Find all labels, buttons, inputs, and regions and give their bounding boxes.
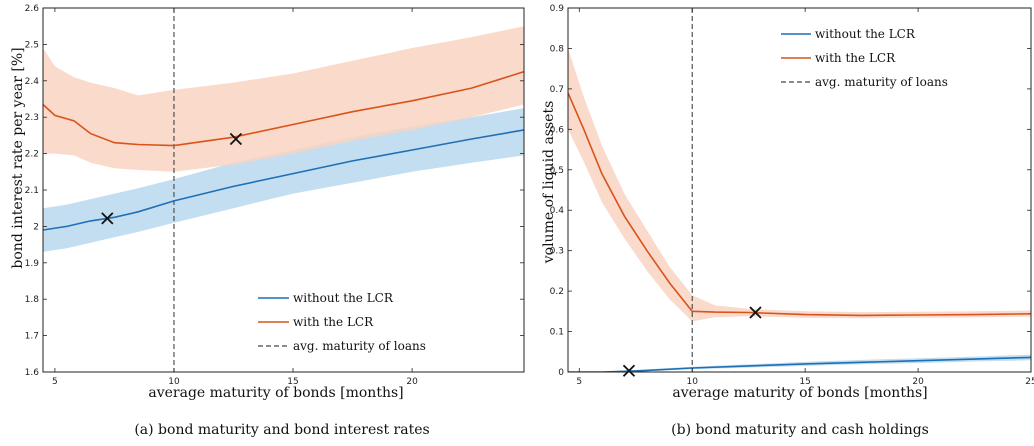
panel-a-xlabel: average maturity of bonds [months] — [148, 385, 403, 401]
panel-b-caption: (b) bond maturity and cash holdings — [671, 422, 929, 438]
panel-a-ytick-label: 1.7 — [25, 332, 39, 342]
panel-b-xtick-label: 25 — [1025, 377, 1034, 387]
panel-b: 5 10 15 20 25 0 0.1 0.2 0.3 0.4 0.5 0.6 0.7 0.8 0.9 vo… — [541, 4, 1034, 438]
panel-b-xtick-label: 10 — [686, 377, 698, 387]
panel-a-axes-box — [42, 7, 525, 373]
panel-a-ytick-label: 2 — [33, 222, 39, 232]
panel-a-legend-label-without: without the LCR — [293, 291, 394, 305]
panel-a-legend-label-vline: avg. maturity of loans — [293, 339, 426, 353]
panel-b-series-group — [568, 8, 1031, 372]
panel-b-plot-area — [568, 8, 1031, 377]
panel-b-legend-label-without: without the LCR — [815, 27, 916, 41]
panel-b-ytick-label: 0.1 — [550, 328, 564, 338]
panel-a-band-without — [43, 108, 524, 252]
panel-b-ytick-label: 0.8 — [550, 44, 565, 54]
panel-a-series-group — [43, 8, 524, 372]
panel-b-ticks: 5 10 15 20 25 0 0.1 0.2 0.3 0.4 0.5 0.6 0.7 0.8 0.9 — [550, 4, 1034, 387]
panel-b-xtick-label: 20 — [912, 377, 924, 387]
panel-b-marker-without — [622, 364, 636, 377]
panel-a-legend-box — [252, 286, 494, 354]
panel-b-line-with — [568, 92, 1031, 317]
panel-a-ticks: 5 10 15 20 1.6 1.7 1.8 1.9 2 2.1 2.2 2.3 2.4 2.5 2.6 — [25, 4, 524, 387]
panel-a-ytick-label: 1.9 — [25, 259, 40, 269]
panel-a-caption: (a) bond maturity and bond interest rate… — [134, 422, 429, 438]
panel-a-ytick-label: 1.6 — [25, 368, 40, 378]
panel-b-ytick-label: 0.9 — [550, 4, 565, 14]
panel-a-marker-without — [101, 212, 114, 225]
panel-b-legend: without the LCR with the LCR avg. maturi… — [776, 20, 1026, 90]
panel-b-ylabel: volume of liquid assets — [541, 101, 557, 265]
panel-a-ytick-label: 2.5 — [25, 40, 39, 50]
panel-a-xtick-label: 10 — [168, 377, 180, 387]
panel-a-legend: without the LCR with the LCR avg. maturi… — [252, 286, 494, 354]
panel-b-legend-label-with: with the LCR — [815, 51, 896, 65]
panel-b-ytick-label: 0.4 — [550, 206, 565, 216]
panel-a-ytick-label: 2.4 — [25, 77, 40, 87]
panel-b-xtick-label: 5 — [576, 377, 582, 387]
panel-b-ytick-label: 0 — [558, 368, 564, 378]
panel-a: 5 10 15 20 1.6 1.7 1.8 1.9 2 2.1 2.2 2.3 2.4 2.5 2.6 b… — [10, 4, 525, 438]
panel-b-axes-box — [567, 7, 1032, 373]
panel-a-ytick-label: 2.1 — [25, 186, 39, 196]
panel-a-xtick-label: 15 — [287, 377, 298, 387]
panel-b-xtick-label: 15 — [799, 377, 810, 387]
panel-b-marker-with — [749, 306, 762, 319]
panel-a-xtick-label: 5 — [52, 377, 58, 387]
panel-a-plot-area — [43, 8, 524, 372]
panel-a-line-without — [43, 129, 524, 231]
panel-a-ytick-label: 1.8 — [25, 295, 40, 305]
panel-a-ylabel: bond interest rate per year [%] — [10, 47, 26, 268]
panel-a-ytick-label: 2.6 — [25, 4, 40, 14]
panel-a-ytick-label: 2.3 — [25, 113, 39, 123]
panel-b-ytick-label: 0.3 — [550, 247, 564, 257]
panel-b-xlabel: average maturity of bonds [months] — [672, 385, 927, 401]
panel-b-legend-label-vline: avg. maturity of loans — [815, 75, 948, 89]
panel-b-legend-box — [776, 20, 1026, 90]
panel-a-line-with — [43, 70, 524, 147]
panel-b-line-without — [568, 356, 1031, 372]
panel-a-band-with — [43, 26, 524, 172]
panel-a-ytick-label: 2.2 — [25, 150, 39, 160]
panel-a-legend-label-with: with the LCR — [293, 315, 374, 329]
panel-b-ytick-label: 0.6 — [550, 125, 565, 135]
panel-b-ytick-label: 0.7 — [550, 85, 564, 95]
panel-b-ytick-label: 0.5 — [550, 166, 564, 176]
panel-a-xtick-label: 20 — [406, 377, 418, 387]
panel-a-marker-with — [229, 132, 243, 146]
panel-b-ytick-label: 0.2 — [550, 287, 564, 297]
